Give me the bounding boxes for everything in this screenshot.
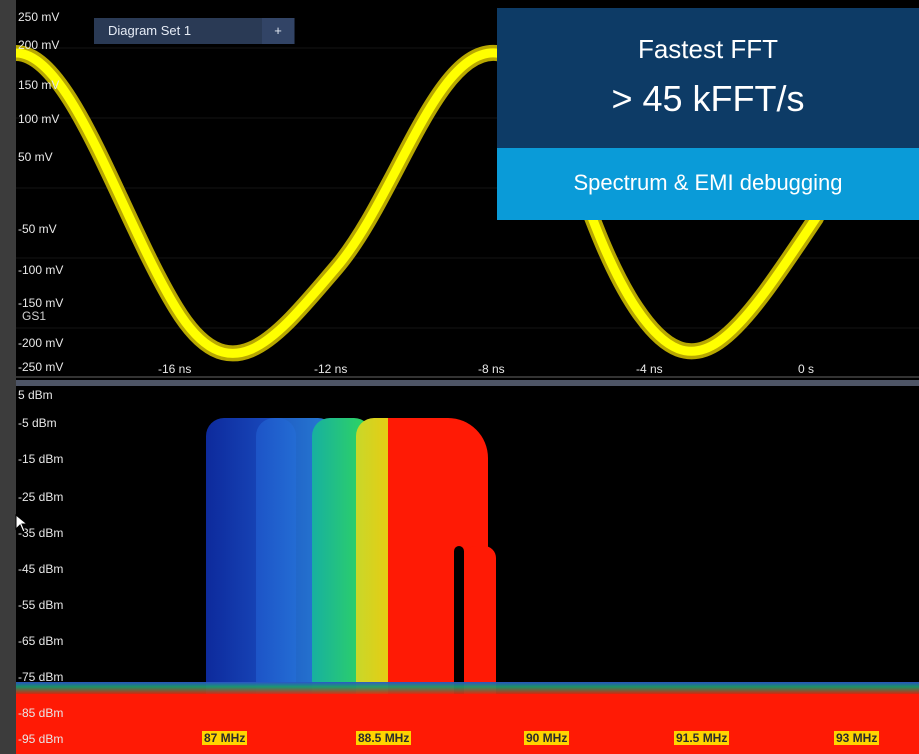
y-label-neg200mv: -200 mV xyxy=(18,336,64,350)
spec-label-neg85dbm: -85 dBm xyxy=(18,706,64,720)
y-label-neg150mv: -150 mV xyxy=(18,296,64,310)
spec-label-neg75dbm: -75 dBm xyxy=(18,670,64,684)
freq-label-91-5mhz: 91.5 MHz xyxy=(674,731,730,745)
time-trace-svg xyxy=(16,44,919,378)
x-label-0s: 0 s xyxy=(798,362,815,376)
spec-label-neg5dbm: -5 dBm xyxy=(18,416,57,430)
spec-label-neg65dbm: -65 dBm xyxy=(18,634,64,648)
noise-floor-fill xyxy=(16,694,919,754)
y-label-neg250mv: -250 mV xyxy=(18,360,64,374)
y-label-250mv: 250 mV xyxy=(18,10,60,24)
freq-label-90mhz: 90 MHz xyxy=(524,731,570,745)
spec-label-neg45dbm: -45 dBm xyxy=(18,562,64,576)
overlay-metric: > 45 kFFT/s xyxy=(611,78,805,119)
time-y-axis-strip xyxy=(0,0,16,754)
spec-label-neg15dbm: -15 dBm xyxy=(18,452,64,466)
y-label-200mv: 200 mV xyxy=(18,38,60,52)
x-label-neg8ns: -8 ns xyxy=(478,362,505,376)
spectrum-diagram[interactable]: 5 dBm -5 dBm -15 dBm -25 dBm -35 dBm -45… xyxy=(16,386,919,754)
spec-label-5dbm: 5 dBm xyxy=(18,388,53,402)
y-label-150mv: 150 mV xyxy=(18,78,60,92)
overlay-title: Fastest FFT xyxy=(637,34,779,64)
y-label-neg100mv: -100 mV xyxy=(18,263,64,277)
spectrum-notch xyxy=(454,546,464,694)
add-tab-button[interactable]: + xyxy=(262,18,295,44)
y-label-neg50mv: -50 mV xyxy=(18,222,57,236)
panel-divider[interactable] xyxy=(16,380,919,386)
spec-label-neg55dbm: -55 dBm xyxy=(18,598,64,612)
mouse-pointer-icon xyxy=(15,514,29,533)
freq-label-87mhz: 87 MHz xyxy=(202,731,248,745)
spec-label-neg25dbm: -25 dBm xyxy=(18,490,64,504)
x-label-neg12ns: -12 ns xyxy=(314,362,348,376)
x-label-neg16ns: -16 ns xyxy=(158,362,192,376)
spectrum-narrow-peak xyxy=(464,546,496,694)
overlay-subtitle: Spectrum & EMI debugging xyxy=(573,170,843,195)
group-label-gs1: GS1 xyxy=(22,309,47,323)
tab-diagram-set-1[interactable]: Diagram Set 1 xyxy=(94,18,263,44)
y-label-50mv: 50 mV xyxy=(18,150,53,164)
noise-floor-trace xyxy=(16,682,919,694)
overlay-subtitle-bar: Spectrum & EMI debugging xyxy=(497,148,919,220)
spec-label-neg35dbm: -35 dBm xyxy=(18,526,64,540)
freq-label-93mhz: 93 MHz xyxy=(834,731,880,745)
y-label-100mv: 100 mV xyxy=(18,112,60,126)
freq-label-88-5mhz: 88.5 MHz xyxy=(356,731,412,745)
x-label-neg4ns: -4 ns xyxy=(636,362,663,376)
spec-label-neg95dbm: -95 dBm xyxy=(18,732,64,746)
overlay-banner: Fastest FFT > 45 kFFT/s xyxy=(497,8,919,148)
